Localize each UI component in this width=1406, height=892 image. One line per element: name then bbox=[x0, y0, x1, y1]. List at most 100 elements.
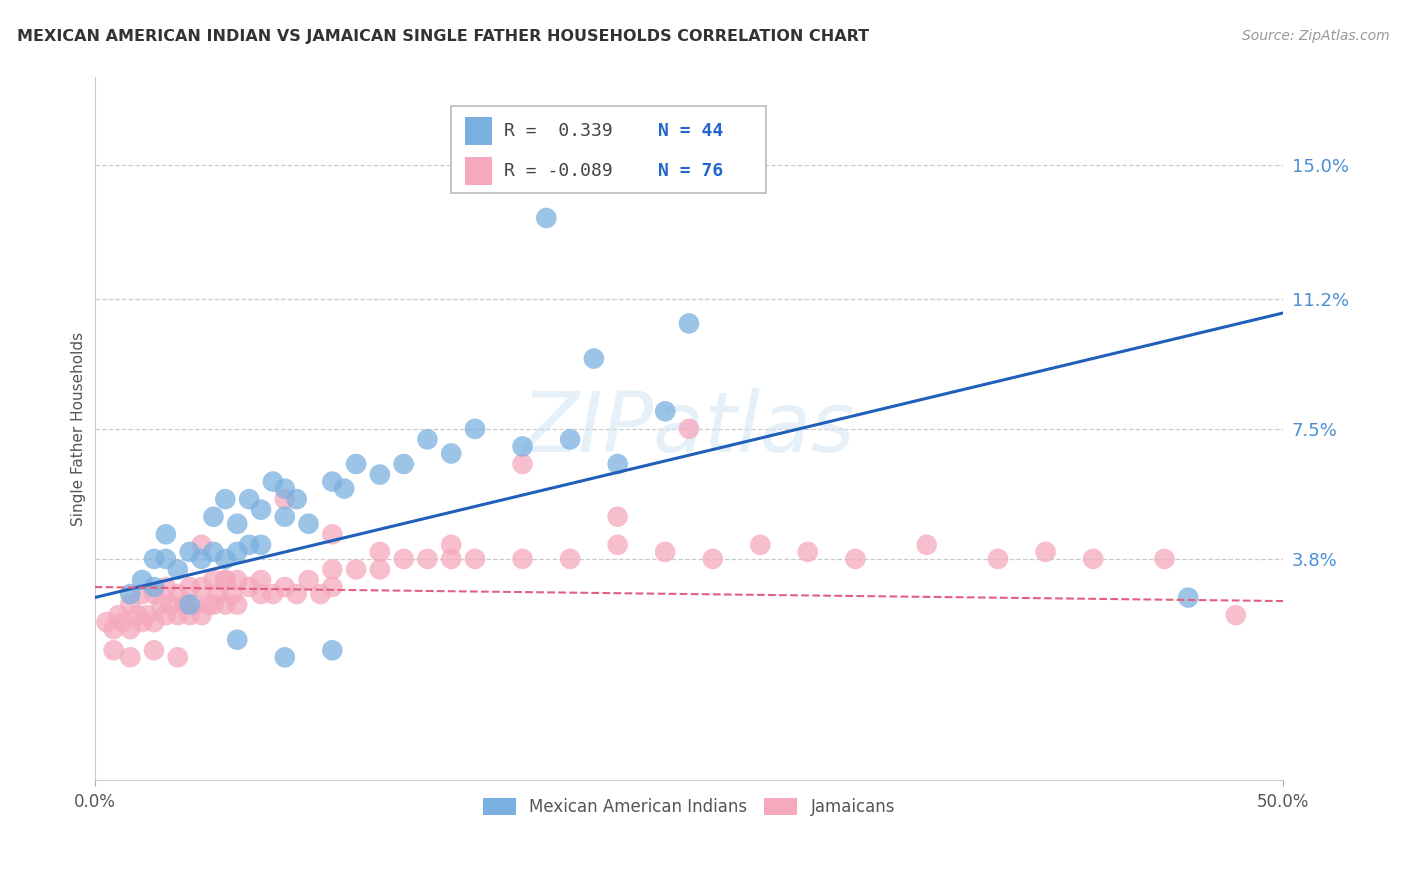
Point bbox=[702, 552, 724, 566]
Point bbox=[321, 562, 343, 576]
Point bbox=[512, 457, 534, 471]
Point bbox=[250, 587, 273, 601]
Point bbox=[285, 492, 308, 507]
Point bbox=[127, 608, 149, 623]
Point bbox=[915, 538, 938, 552]
Point bbox=[558, 552, 581, 566]
Point bbox=[190, 608, 212, 623]
Point bbox=[285, 587, 308, 601]
Point bbox=[392, 552, 415, 566]
Point bbox=[392, 457, 415, 471]
Point bbox=[103, 622, 125, 636]
Point bbox=[321, 475, 343, 489]
Point bbox=[107, 608, 129, 623]
Point bbox=[166, 562, 188, 576]
Point bbox=[274, 580, 297, 594]
Point bbox=[226, 545, 249, 559]
Point bbox=[143, 587, 166, 601]
Point bbox=[197, 598, 219, 612]
Point bbox=[1081, 552, 1104, 566]
Point bbox=[333, 482, 356, 496]
Point bbox=[143, 643, 166, 657]
Point bbox=[135, 608, 157, 623]
Point bbox=[155, 552, 177, 566]
Point bbox=[226, 516, 249, 531]
Point bbox=[202, 545, 225, 559]
Point bbox=[678, 317, 700, 331]
Point bbox=[749, 538, 772, 552]
Point bbox=[214, 552, 236, 566]
Point bbox=[238, 580, 260, 594]
Point bbox=[202, 573, 225, 587]
Point bbox=[226, 632, 249, 647]
FancyBboxPatch shape bbox=[451, 105, 766, 194]
Point bbox=[262, 587, 284, 601]
Point bbox=[654, 404, 676, 418]
Point bbox=[131, 573, 153, 587]
Text: R = -0.089: R = -0.089 bbox=[503, 161, 612, 179]
Point bbox=[368, 545, 391, 559]
Point bbox=[214, 598, 236, 612]
Point bbox=[440, 446, 463, 460]
Point bbox=[179, 580, 201, 594]
Point bbox=[190, 580, 212, 594]
Point bbox=[112, 615, 135, 629]
Point bbox=[606, 538, 628, 552]
Point bbox=[274, 650, 297, 665]
Point bbox=[274, 509, 297, 524]
Text: ZIPatlas: ZIPatlas bbox=[522, 388, 856, 469]
Point bbox=[987, 552, 1010, 566]
Point bbox=[368, 467, 391, 482]
Point bbox=[344, 457, 367, 471]
Point bbox=[416, 433, 439, 447]
Point bbox=[166, 587, 188, 601]
Point bbox=[440, 552, 463, 566]
Point bbox=[226, 598, 249, 612]
Point bbox=[844, 552, 866, 566]
Point bbox=[150, 598, 173, 612]
Point bbox=[416, 552, 439, 566]
Point bbox=[120, 587, 142, 601]
Text: R =  0.339: R = 0.339 bbox=[503, 122, 612, 140]
Point bbox=[440, 538, 463, 552]
Text: N = 76: N = 76 bbox=[658, 161, 723, 179]
Point bbox=[166, 650, 188, 665]
Point bbox=[1177, 591, 1199, 605]
Point bbox=[606, 509, 628, 524]
Point bbox=[214, 573, 236, 587]
Point bbox=[464, 422, 486, 436]
Point bbox=[1035, 545, 1057, 559]
FancyBboxPatch shape bbox=[465, 156, 492, 185]
Point bbox=[262, 475, 284, 489]
Point bbox=[179, 608, 201, 623]
Point bbox=[143, 615, 166, 629]
Point bbox=[202, 598, 225, 612]
Point bbox=[678, 422, 700, 436]
Point bbox=[120, 622, 142, 636]
Point bbox=[174, 598, 197, 612]
Point bbox=[321, 527, 343, 541]
Point bbox=[96, 615, 118, 629]
Point bbox=[190, 538, 212, 552]
Point bbox=[274, 492, 297, 507]
Point bbox=[166, 608, 188, 623]
Point bbox=[1153, 552, 1175, 566]
Point bbox=[120, 650, 142, 665]
Point bbox=[238, 492, 260, 507]
Point bbox=[297, 516, 319, 531]
Point bbox=[179, 545, 201, 559]
Point bbox=[309, 587, 332, 601]
Point bbox=[250, 502, 273, 516]
Point bbox=[238, 538, 260, 552]
Point bbox=[179, 598, 201, 612]
Y-axis label: Single Father Households: Single Father Households bbox=[72, 332, 86, 526]
Point bbox=[103, 643, 125, 657]
Point bbox=[183, 598, 205, 612]
Point bbox=[155, 580, 177, 594]
Point bbox=[120, 598, 142, 612]
Point bbox=[250, 573, 273, 587]
Point bbox=[131, 587, 153, 601]
Point bbox=[207, 587, 229, 601]
Point bbox=[1225, 608, 1247, 623]
Text: MEXICAN AMERICAN INDIAN VS JAMAICAN SINGLE FATHER HOUSEHOLDS CORRELATION CHART: MEXICAN AMERICAN INDIAN VS JAMAICAN SING… bbox=[17, 29, 869, 44]
